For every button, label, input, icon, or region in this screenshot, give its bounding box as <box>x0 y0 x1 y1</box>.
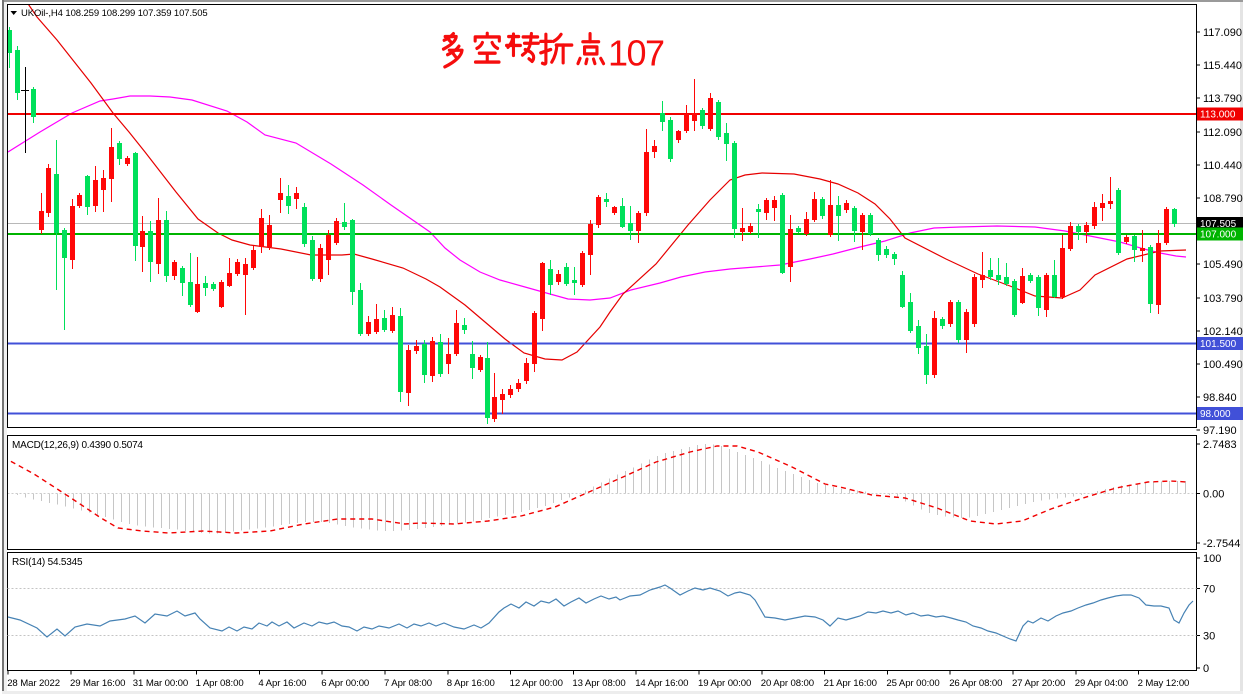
svg-text:19 Apr 00:00: 19 Apr 00:00 <box>698 678 751 689</box>
svg-text:13 Apr 08:00: 13 Apr 08:00 <box>572 678 625 689</box>
svg-text:0.00: 0.00 <box>1203 489 1224 501</box>
svg-text:12 Apr 00:00: 12 Apr 00:00 <box>510 678 563 689</box>
svg-text:113.790: 113.790 <box>1203 93 1242 105</box>
svg-text:1 Apr 08:00: 1 Apr 08:00 <box>196 678 244 689</box>
svg-text:MACD(12,26,9) 0.4390 0.5074: MACD(12,26,9) 0.4390 0.5074 <box>12 440 143 451</box>
svg-text:102.140: 102.140 <box>1203 326 1243 338</box>
svg-text:107.505: 107.505 <box>1200 219 1237 230</box>
svg-text:14 Apr 16:00: 14 Apr 16:00 <box>635 678 688 689</box>
svg-text:98.840: 98.840 <box>1203 392 1237 404</box>
svg-text:29 Apr 04:00: 29 Apr 04:00 <box>1075 678 1128 689</box>
svg-text:21 Apr 16:00: 21 Apr 16:00 <box>824 678 877 689</box>
svg-text:108.790: 108.790 <box>1203 193 1243 205</box>
svg-text:6 Apr 00:00: 6 Apr 00:00 <box>321 678 369 689</box>
svg-text:117.090: 117.090 <box>1203 27 1242 39</box>
svg-text:103.790: 103.790 <box>1203 293 1243 305</box>
svg-text:RSI(14) 54.5345: RSI(14) 54.5345 <box>12 557 83 568</box>
svg-text:31 Mar 00:00: 31 Mar 00:00 <box>133 678 188 689</box>
svg-text:30: 30 <box>1203 631 1215 643</box>
svg-text:27 Apr 20:00: 27 Apr 20:00 <box>1012 678 1065 689</box>
svg-text:UKOil-,H4 108.259 108.299 107: UKOil-,H4 108.259 108.299 107.359 107.50… <box>21 8 208 19</box>
svg-text:2.7483: 2.7483 <box>1203 439 1237 451</box>
svg-text:98.000: 98.000 <box>1200 409 1231 420</box>
svg-text:105.490: 105.490 <box>1203 259 1243 271</box>
svg-text:113.000: 113.000 <box>1200 110 1236 121</box>
svg-text:100.490: 100.490 <box>1203 359 1243 371</box>
svg-text:97.190: 97.190 <box>1203 425 1237 437</box>
svg-text:4 Apr 16:00: 4 Apr 16:00 <box>258 678 306 689</box>
svg-text:110.440: 110.440 <box>1203 160 1242 172</box>
svg-text:101.500: 101.500 <box>1200 339 1237 350</box>
svg-text:26 Apr 08:00: 26 Apr 08:00 <box>949 678 1002 689</box>
svg-text:-2.7544: -2.7544 <box>1203 538 1240 550</box>
svg-text:8 Apr 16:00: 8 Apr 16:00 <box>447 678 495 689</box>
svg-text:28 Mar 2022: 28 Mar 2022 <box>7 678 60 689</box>
svg-text:115.440: 115.440 <box>1203 60 1242 72</box>
svg-text:112.090: 112.090 <box>1203 127 1242 139</box>
svg-text:7 Apr 08:00: 7 Apr 08:00 <box>384 678 432 689</box>
svg-text:2 May 12:00: 2 May 12:00 <box>1138 678 1190 689</box>
svg-text:29 Mar 16:00: 29 Mar 16:00 <box>70 678 125 689</box>
svg-text:20 Apr 08:00: 20 Apr 08:00 <box>761 678 814 689</box>
svg-text:100: 100 <box>1203 553 1221 565</box>
svg-text:0: 0 <box>1203 663 1209 675</box>
svg-text:107: 107 <box>608 33 664 74</box>
svg-text:70: 70 <box>1203 584 1215 596</box>
svg-text:107.000: 107.000 <box>1200 230 1237 241</box>
svg-text:25 Apr 00:00: 25 Apr 00:00 <box>886 678 939 689</box>
